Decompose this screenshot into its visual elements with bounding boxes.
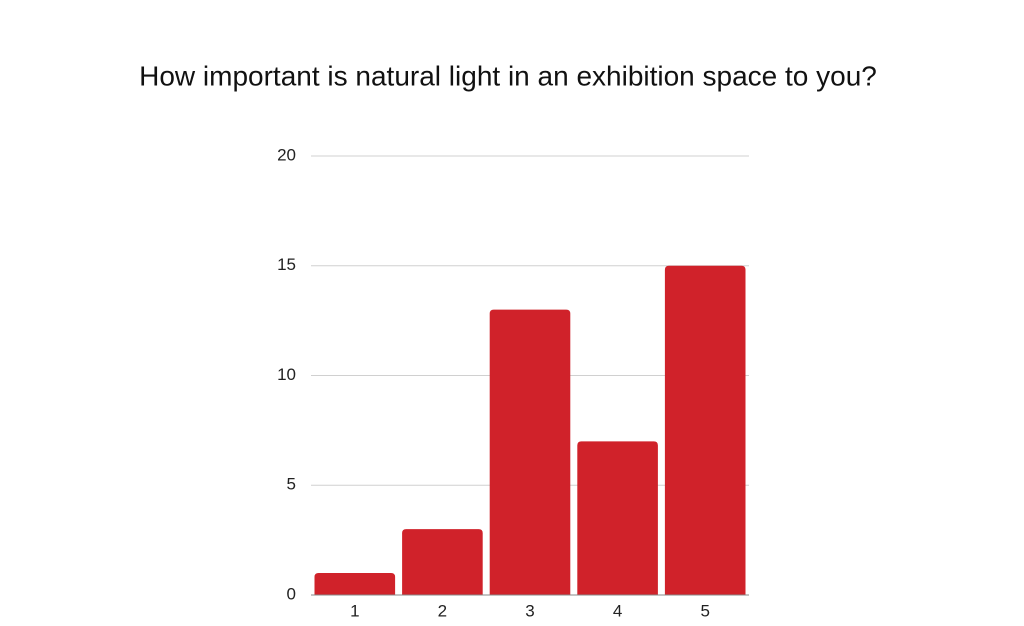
y-tick-label: 0 [287, 584, 296, 603]
x-tick-label: 1 [350, 601, 359, 620]
x-tick-label: 3 [525, 601, 534, 620]
y-tick-label: 10 [277, 365, 296, 384]
x-tick-label: 4 [613, 601, 622, 620]
y-tick-label: 5 [287, 475, 296, 494]
bar [402, 529, 483, 595]
x-tick-label: 5 [700, 601, 709, 620]
bar [489, 309, 571, 595]
bar [577, 441, 658, 595]
x-tick-label: 2 [438, 601, 447, 620]
bar [664, 265, 746, 595]
y-tick-label: 15 [277, 255, 296, 274]
y-tick-label: 20 [277, 145, 296, 164]
bar [314, 573, 396, 595]
chart-title: How important is natural light in an exh… [139, 60, 877, 91]
